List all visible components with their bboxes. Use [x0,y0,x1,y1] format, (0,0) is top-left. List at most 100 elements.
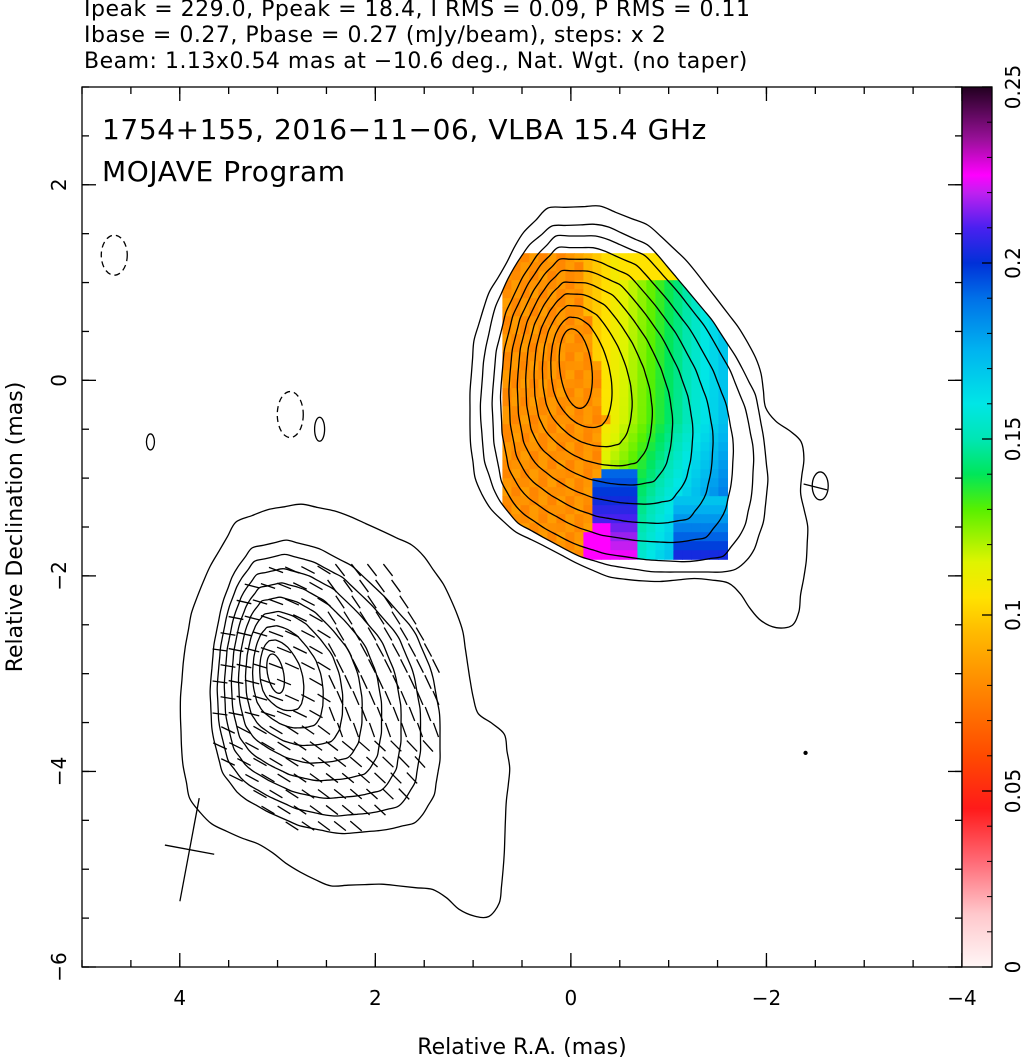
polarization-vector [236,663,252,669]
polarization-pixel [628,397,638,407]
polarization-pixel [511,469,521,479]
negative-contour [276,390,304,439]
polarization-pixel [709,271,719,281]
polarization-vector [327,579,337,593]
polarization-vector [375,579,385,593]
polarization-pixel [511,433,521,443]
polarization-pixel [682,352,692,362]
beam-minor-axis [164,844,215,855]
noise-dot [803,750,808,756]
polarization-pixel [574,550,584,560]
polarization-pixel [709,415,719,425]
polarization-vector [374,772,386,784]
polarization-vector [391,579,401,593]
polarization-pixel [619,289,629,299]
polarization-pixel [538,451,548,461]
polarization-pixel [628,334,638,344]
polarization-pixel [709,352,719,362]
polarization-pixel [511,505,521,515]
polarization-pixel [718,478,728,488]
polarization-vector [352,659,360,673]
polarization-pixel [547,496,557,506]
polarization-vector [309,613,323,623]
polarization-pixel [601,289,611,299]
polarization-pixel [664,253,674,263]
polarization-pixel [592,352,602,362]
polarization-pixel [583,460,593,470]
polarization-pixel [646,550,656,560]
polarization-pixel [610,307,620,317]
polarization-pixel [565,370,575,380]
polarization-pixel [511,496,521,506]
polarization-pixel [682,505,692,515]
polarization-pixel [646,532,656,542]
polarization-vector [317,661,331,671]
polarization-vector [261,805,275,815]
polarization-pixel [628,280,638,290]
polarization-pixel [718,487,728,497]
polarization-pixel [556,487,566,497]
polarization-pixel [700,442,710,452]
polarization-pixel [529,451,539,461]
polarization-pixel [583,262,593,272]
polarization-pixel [601,514,611,524]
polarization-pixel [637,289,647,299]
polarization-pixel [592,298,602,308]
polarization-pixel [511,460,521,470]
polarization-vector [309,773,323,783]
polarization-vector [292,614,308,622]
polarization-pixel [709,262,719,272]
polarization-pixel [529,550,539,560]
polarization-pixel [574,298,584,308]
annotation-program: MOJAVE Program [102,155,346,188]
polarization-vector [327,643,337,657]
polarization-vector [285,757,299,767]
polarization-pixel [601,487,611,497]
polarization-pixel [619,415,629,425]
polarization-vector [317,757,331,767]
polarization-pixel [502,325,512,335]
polarization-pixel [619,424,629,434]
polarization-pixel [592,361,602,371]
polarization-pixel [538,397,548,407]
polarization-vector [407,611,417,625]
polarization-pixel [646,505,656,515]
polarization-vector [284,694,300,702]
polarization-vector [375,611,385,625]
polarization-pixel [592,406,602,416]
polarization-pixel [592,316,602,326]
polarization-pixel [646,469,656,479]
polarization-vector [260,647,276,653]
polarization-pixel [601,280,611,290]
core-contour-10 [550,316,613,429]
polarization-pixel [592,487,602,497]
polarization-pixel [628,451,638,461]
polarization-vector [349,756,363,768]
polarization-pixel [601,307,611,317]
polarization-pixel [538,307,548,317]
polarization-pixel [601,271,611,281]
polarization-pixel [565,532,575,542]
polarization-pixel [574,325,584,335]
polarization-pixel [655,262,665,272]
polarization-vector [375,643,385,657]
polarization-vector [252,695,268,701]
polarization-pixel [664,271,674,281]
polarization-vector [424,674,432,690]
polarization-pixel [502,469,512,479]
polarization-pixel [637,424,647,434]
polarization-pixel [502,370,512,380]
polarization-pixel [502,460,512,470]
polarization-vector [212,742,228,750]
polarization-pixel [718,379,728,389]
polarization-pixel [538,514,548,524]
polarization-vector [415,627,425,641]
polarization-pixel [547,406,557,416]
y-tick-label: 2 [47,178,71,191]
polarization-vector [228,742,244,750]
polarization-pixel [700,487,710,497]
polarization-pixel [556,352,566,362]
polarization-pixel [610,496,620,506]
polarization-pixel [700,370,710,380]
